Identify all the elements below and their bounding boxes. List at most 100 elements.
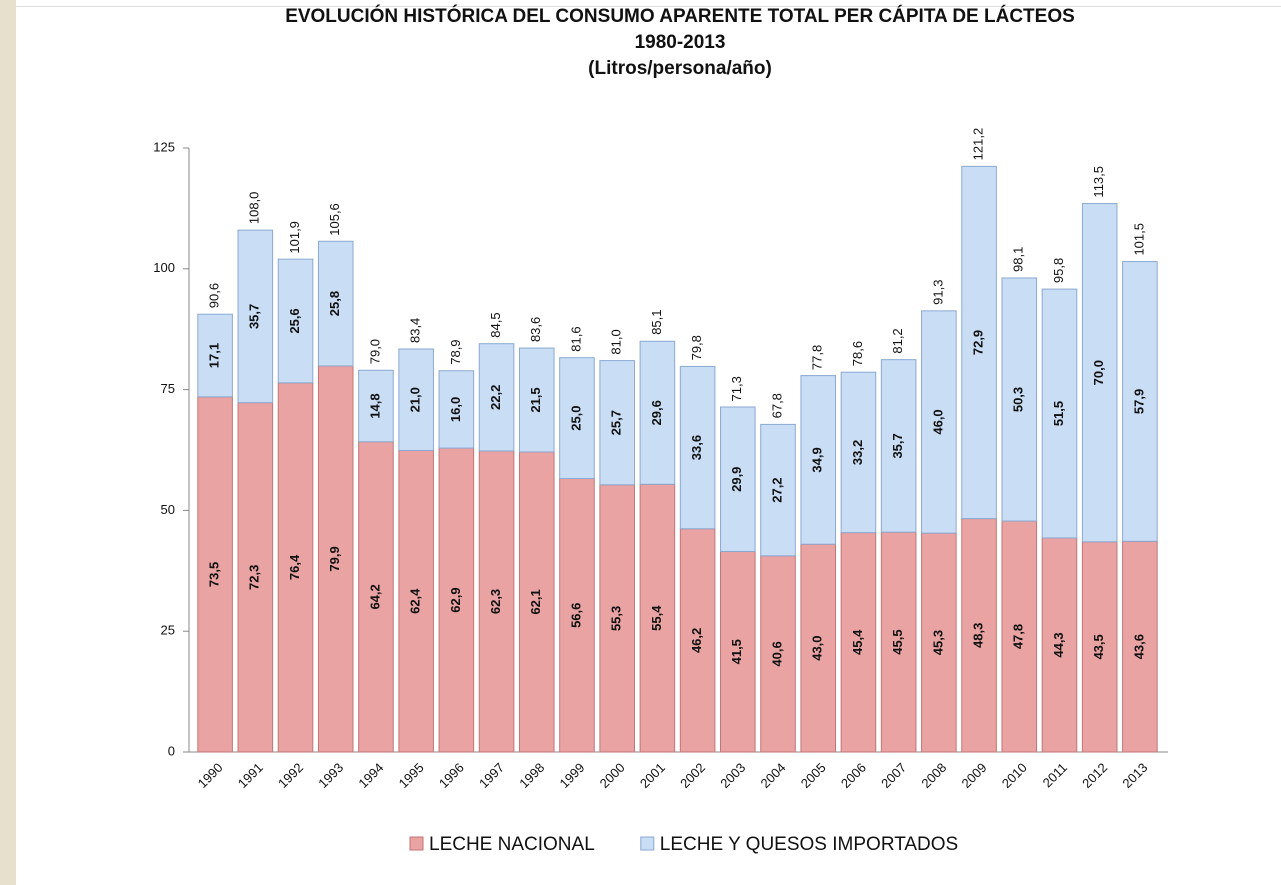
value-label: 33,2	[850, 440, 865, 465]
value-label: 45,3	[930, 630, 945, 655]
top-rule	[16, 6, 1281, 7]
bar-segment	[1041, 288, 1078, 539]
value-label: 29,6	[649, 400, 664, 425]
legend-swatch	[640, 836, 655, 851]
bar-segment	[398, 449, 434, 753]
bar-segment	[1001, 520, 1038, 753]
total-label: 71,3	[729, 376, 744, 401]
bar-segment	[478, 343, 515, 452]
total-label: 101,9	[287, 221, 302, 254]
value-label: 35,7	[890, 433, 905, 458]
bar-segment	[358, 369, 394, 443]
x-tick-label: 2001	[637, 760, 668, 791]
bar-segment	[559, 357, 595, 480]
x-tick-label: 1992	[275, 760, 306, 791]
bar-segment	[921, 310, 957, 534]
total-label: 113,5	[1091, 166, 1106, 198]
bar-segment	[760, 555, 796, 753]
total-label: 78,6	[850, 341, 865, 366]
value-label: 72,9	[971, 330, 986, 355]
bar-segment	[599, 360, 635, 486]
value-label: 79,9	[327, 546, 342, 571]
y-tick-label: 50	[161, 502, 175, 517]
value-label: 70,0	[1091, 360, 1106, 385]
value-label: 76,4	[287, 554, 302, 580]
x-tick-label: 2007	[878, 760, 909, 791]
value-label: 56,6	[568, 603, 583, 628]
value-label: 17,1	[207, 343, 222, 368]
value-label: 22,2	[488, 385, 503, 410]
y-tick-label: 0	[168, 743, 175, 758]
value-label: 21,0	[408, 387, 423, 412]
value-label: 21,5	[528, 387, 543, 412]
x-tick-label: 2000	[597, 760, 628, 791]
x-tick-label: 1996	[436, 760, 467, 791]
value-label: 62,9	[448, 587, 463, 612]
total-label: 84,5	[488, 312, 503, 337]
total-label: 83,6	[528, 317, 543, 342]
x-tick-label: 2004	[758, 760, 789, 791]
value-label: 25,7	[609, 410, 624, 435]
bar-segment	[800, 543, 837, 753]
chart-subtitle: 1980-2013	[634, 32, 726, 53]
y-tick-label: 75	[161, 381, 175, 396]
x-tick-label: 2005	[798, 760, 829, 791]
total-label: 101,5	[1131, 223, 1146, 256]
total-label: 121,2	[971, 128, 986, 161]
bar-segment	[961, 165, 997, 520]
x-tick-label: 2006	[838, 760, 869, 791]
x-tick-label: 2013	[1119, 760, 1150, 791]
total-label: 108,0	[247, 192, 262, 225]
bar-segment	[1122, 261, 1158, 542]
bar-segment	[237, 402, 274, 753]
x-tick-label: 1991	[235, 760, 266, 791]
bar-segment	[197, 313, 233, 398]
titles: EVOLUCIÓN HISTÓRICA DEL CONSUMO APARENTE…	[280, 4, 1080, 82]
bar-segment	[880, 359, 917, 533]
x-tick-label: 2009	[959, 760, 990, 791]
x-tick-label: 1995	[396, 760, 427, 791]
x-tick-label: 2003	[717, 760, 748, 791]
bar-segment	[478, 450, 515, 753]
total-label: 81,0	[609, 329, 624, 354]
bar-segment	[720, 406, 756, 552]
bar-segment	[840, 371, 877, 534]
value-label: 44,3	[1051, 632, 1066, 657]
bar-segment	[317, 240, 354, 367]
bar-segment	[760, 423, 796, 557]
value-label: 50,3	[1011, 387, 1026, 412]
x-tick-label: 2011	[1040, 760, 1070, 790]
bar-segment	[197, 396, 233, 753]
total-label: 83,4	[408, 318, 423, 343]
x-tick-label: 1993	[315, 760, 346, 791]
total-label: 78,9	[448, 339, 463, 364]
bar-segment	[358, 441, 394, 753]
total-label: 98,1	[1011, 247, 1026, 272]
value-label: 43,6	[1131, 634, 1146, 659]
x-tick-label: 1994	[355, 760, 386, 791]
value-label: 48,3	[971, 623, 986, 648]
legend-label: LECHE NACIONAL	[429, 834, 595, 855]
value-label: 33,6	[689, 435, 704, 460]
bar-segment	[679, 528, 716, 753]
total-label: 81,6	[568, 326, 583, 351]
bar-segment	[1001, 277, 1038, 522]
chart-subtitle: (Litros/persona/año)	[588, 58, 772, 79]
total-label: 79,0	[367, 339, 382, 364]
value-label: 64,2	[367, 584, 382, 609]
y-tick-label: 25	[161, 623, 175, 638]
bar-segment	[880, 531, 917, 753]
value-label: 14,8	[367, 393, 382, 418]
total-label: 90,6	[207, 283, 222, 308]
side-strip	[0, 0, 16, 885]
bar-segment	[398, 348, 434, 451]
x-tick-label: 1997	[476, 760, 507, 791]
value-label: 27,2	[769, 477, 784, 502]
value-label: 55,3	[609, 606, 624, 631]
bar-segment	[1041, 537, 1078, 753]
value-label: 25,8	[327, 291, 342, 316]
bar-segment	[518, 347, 555, 453]
value-label: 29,9	[729, 467, 744, 492]
x-tick-label: 2002	[677, 760, 708, 791]
